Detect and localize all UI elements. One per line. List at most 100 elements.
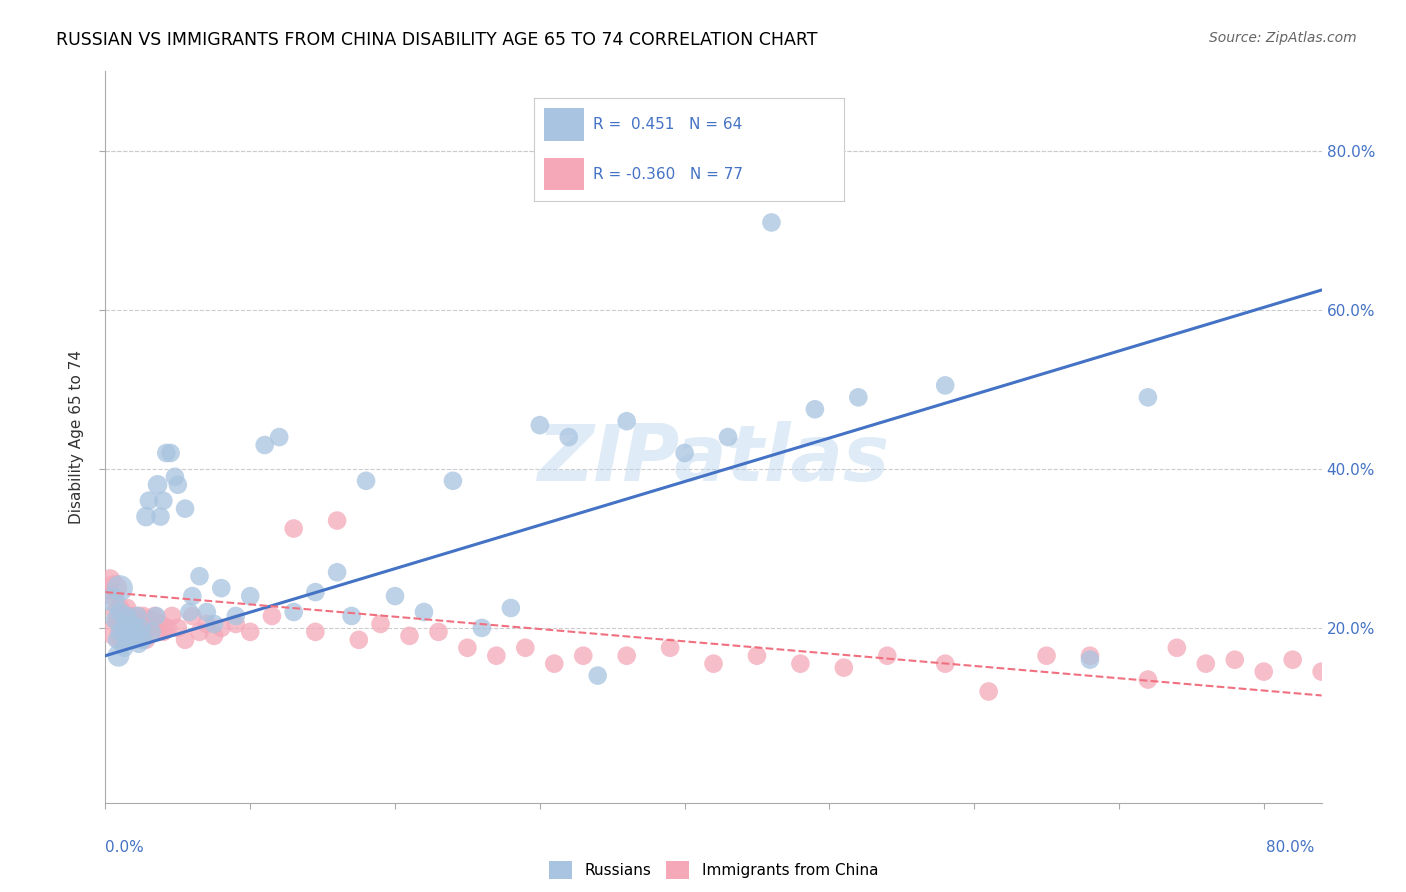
Point	[253, 438, 276, 452]
Point	[283, 605, 305, 619]
Point	[586, 668, 609, 682]
Point	[128, 609, 150, 624]
Point	[181, 609, 204, 624]
Point	[149, 509, 172, 524]
Point	[127, 621, 149, 635]
Point	[141, 613, 163, 627]
Point	[225, 616, 247, 631]
Point	[441, 474, 464, 488]
Point	[127, 609, 149, 624]
Point	[121, 616, 143, 631]
Point	[114, 629, 136, 643]
Point	[384, 589, 406, 603]
Point	[111, 609, 134, 624]
Point	[108, 624, 131, 639]
Point	[427, 624, 450, 639]
Point	[225, 609, 247, 624]
Point	[188, 624, 211, 639]
Point	[1195, 657, 1218, 671]
Point	[370, 616, 392, 631]
Point	[529, 418, 551, 433]
Point	[832, 660, 855, 674]
Point	[1078, 648, 1101, 663]
Point	[146, 624, 169, 639]
Text: 0.0%: 0.0%	[105, 840, 145, 855]
FancyBboxPatch shape	[544, 158, 583, 190]
Point	[143, 609, 166, 624]
Point	[1078, 653, 1101, 667]
Point	[876, 648, 898, 663]
Point	[1310, 665, 1333, 679]
Point	[673, 446, 696, 460]
Point	[347, 632, 370, 647]
Point	[105, 624, 128, 639]
Point	[761, 215, 783, 229]
Point	[152, 624, 174, 639]
Point	[174, 632, 197, 647]
Point	[104, 613, 127, 627]
Point	[166, 621, 188, 635]
Point	[124, 632, 146, 647]
Point	[115, 609, 138, 624]
Point	[108, 624, 131, 639]
Text: 80.0%: 80.0%	[1267, 840, 1315, 855]
Legend: Russians, Immigrants from China: Russians, Immigrants from China	[550, 861, 877, 880]
Point	[115, 632, 138, 647]
Point	[354, 474, 377, 488]
Point	[141, 624, 163, 639]
Point	[105, 632, 128, 647]
Point	[269, 430, 291, 444]
Point	[108, 605, 131, 619]
Point	[138, 493, 160, 508]
Text: RUSSIAN VS IMMIGRANTS FROM CHINA DISABILITY AGE 65 TO 74 CORRELATION CHART: RUSSIAN VS IMMIGRANTS FROM CHINA DISABIL…	[56, 31, 818, 49]
Point	[1253, 665, 1275, 679]
Point	[98, 573, 121, 587]
Text: Source: ZipAtlas.com: Source: ZipAtlas.com	[1209, 31, 1357, 45]
Point	[121, 609, 143, 624]
Point	[1368, 665, 1391, 679]
Point	[117, 616, 139, 631]
Point	[260, 609, 283, 624]
Point	[485, 648, 508, 663]
Point	[131, 621, 153, 635]
Point	[155, 446, 177, 460]
Point	[209, 621, 232, 635]
Point	[124, 621, 146, 635]
Point	[195, 616, 218, 631]
Point	[122, 621, 145, 635]
Point	[149, 616, 172, 631]
Point	[107, 648, 129, 663]
Point	[124, 629, 146, 643]
Point	[135, 509, 157, 524]
Point	[132, 609, 155, 624]
Point	[156, 621, 179, 635]
Point	[181, 589, 204, 603]
Y-axis label: Disability Age 65 to 74: Disability Age 65 to 74	[69, 350, 84, 524]
Point	[138, 621, 160, 635]
Point	[977, 684, 1000, 698]
Point	[107, 613, 129, 627]
Point	[188, 569, 211, 583]
Point	[209, 581, 232, 595]
Point	[456, 640, 478, 655]
Point	[159, 446, 181, 460]
Point	[117, 624, 139, 639]
Point	[239, 624, 262, 639]
Point	[108, 601, 131, 615]
Point	[104, 605, 127, 619]
Point	[146, 477, 169, 491]
Point	[616, 648, 638, 663]
Point	[846, 390, 869, 404]
Point	[283, 521, 305, 535]
Point	[179, 605, 201, 619]
Point	[1281, 653, 1303, 667]
Point	[1166, 640, 1188, 655]
Point	[129, 624, 152, 639]
Point	[934, 657, 956, 671]
Point	[326, 514, 349, 528]
Point	[112, 616, 135, 631]
Point	[398, 629, 420, 643]
Point	[166, 477, 188, 491]
Point	[152, 493, 174, 508]
Point	[103, 581, 125, 595]
